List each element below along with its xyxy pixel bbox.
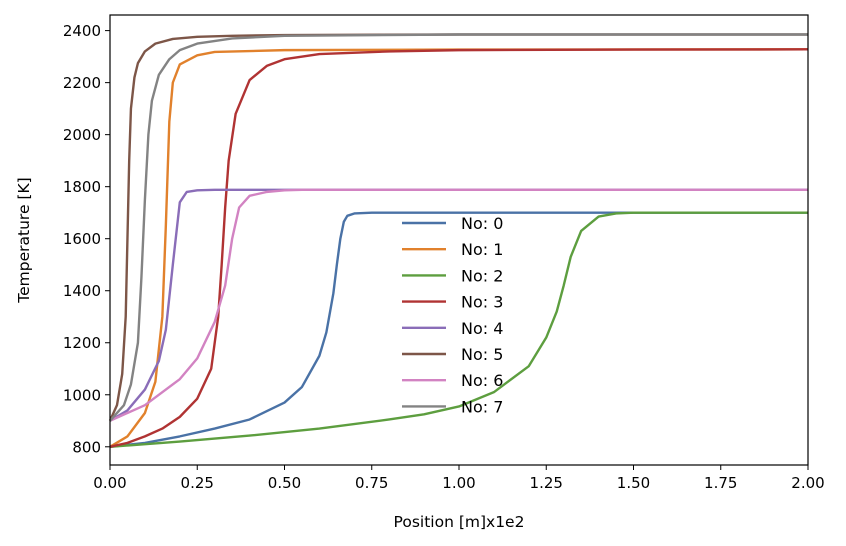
series-line-5 [108, 33, 808, 422]
x-tick-label: 1.25 [530, 474, 563, 492]
legend-label-3: No: 3 [461, 293, 503, 312]
x-axis: 0.00 0.25 0.50 0.75 1.00 1.25 1.50 1.75 2.00 [93, 465, 825, 492]
legend-label-7: No: 7 [461, 397, 503, 416]
series-line-3 [109, 48, 809, 448]
series-line-6 [109, 188, 808, 422]
x-axis-label: Position [m]x1e2 [394, 513, 525, 531]
y-tick-label: 800 [72, 438, 101, 456]
y-tick-label: 1600 [63, 230, 101, 248]
legend: No: 0 No: 1 No: 2 No: 3 No: 4 No: 5 No: 6 No: 7 [402, 214, 503, 416]
x-tick-label: 0.50 [268, 474, 301, 492]
x-tick-label: 0.00 [93, 474, 126, 492]
series-line-0 [109, 211, 808, 448]
y-tick-label: 1800 [63, 178, 101, 196]
y-axis: 800 1000 1200 1400 1600 1800 2000 2200 2400 [63, 22, 110, 456]
x-tick-label: 1.00 [442, 474, 475, 492]
y-tick-label: 2000 [63, 126, 101, 144]
x-tick-label: 1.50 [617, 474, 650, 492]
legend-label-0: No: 0 [461, 214, 503, 233]
series-line-7 [109, 33, 808, 422]
y-tick-label: 2200 [63, 74, 101, 92]
legend-label-1: No: 1 [461, 240, 503, 259]
y-axis-label: Temperature [K] [15, 177, 33, 303]
x-tick-label: 0.75 [355, 474, 388, 492]
legend-label-5: No: 5 [461, 345, 503, 364]
y-tick-label: 1000 [63, 386, 101, 404]
y-tick-label: 2400 [63, 22, 101, 40]
series-layer [108, 33, 809, 448]
legend-label-4: No: 4 [461, 319, 503, 338]
x-tick-label: 1.75 [704, 474, 737, 492]
x-tick-label: 0.25 [181, 474, 214, 492]
y-tick-label: 1400 [63, 282, 101, 300]
legend-label-2: No: 2 [461, 266, 503, 285]
series-line-2 [109, 211, 808, 448]
y-tick-label: 1200 [63, 334, 101, 352]
series-line-1 [109, 48, 809, 448]
x-tick-label: 2.00 [791, 474, 824, 492]
legend-label-6: No: 6 [461, 371, 503, 390]
